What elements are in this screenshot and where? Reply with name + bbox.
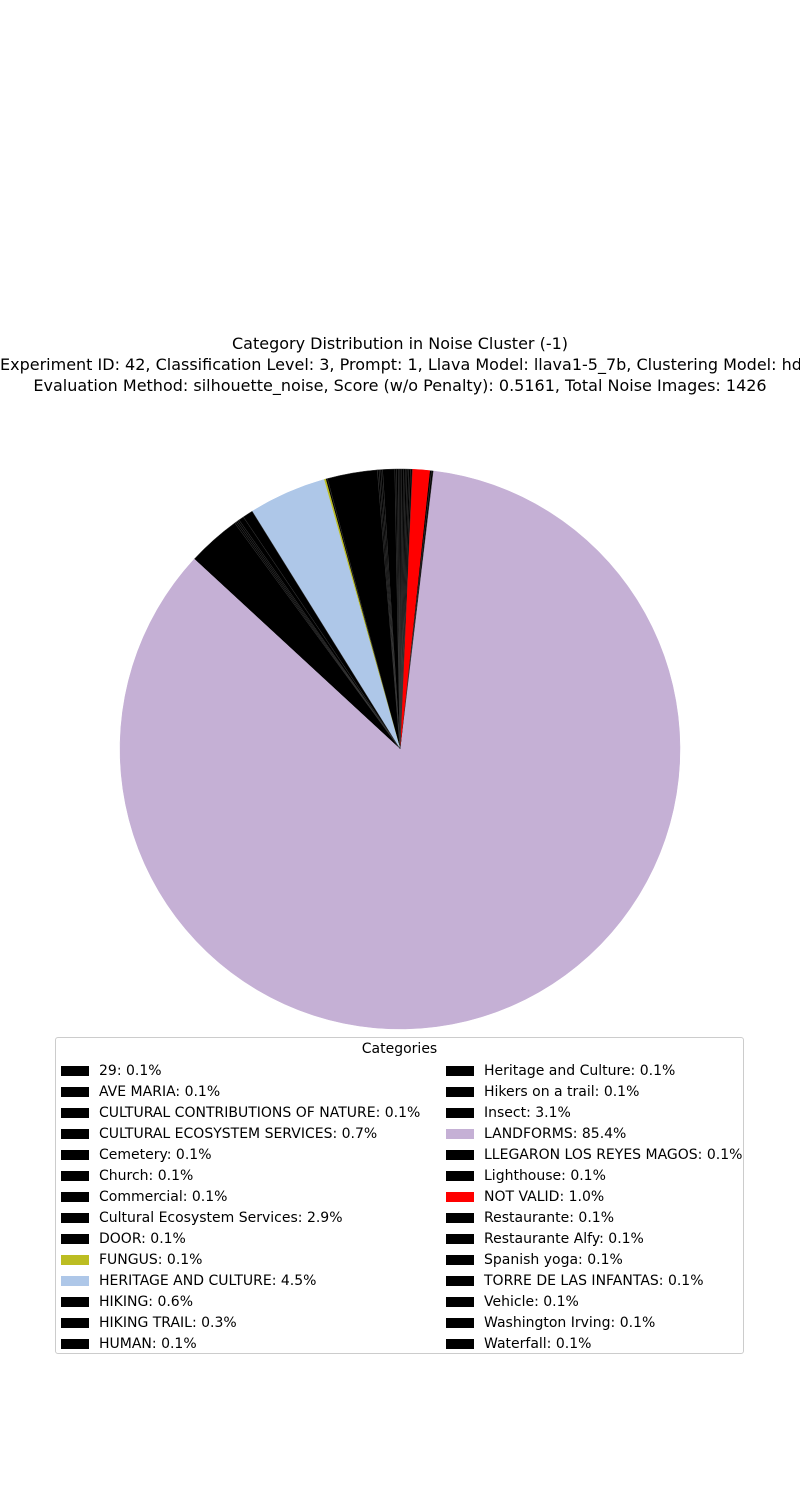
legend-title: Categories bbox=[361, 1041, 438, 1057]
legend-swatch bbox=[446, 1338, 474, 1349]
legend-label: Church: 0.1% bbox=[99, 1167, 194, 1184]
legend-swatch bbox=[61, 1149, 89, 1160]
legend-entry: Cemetery: 0.1% bbox=[61, 1144, 420, 1165]
legend-label: DOOR: 0.1% bbox=[99, 1230, 186, 1247]
legend-swatch bbox=[446, 1065, 474, 1076]
legend: Categories 29: 0.1% AVE MARIA: 0.1% CULTUR… bbox=[55, 1037, 744, 1354]
legend-entry: Vehicle: 0.1% bbox=[446, 1291, 742, 1312]
legend-swatch bbox=[446, 1191, 474, 1202]
legend-swatch bbox=[61, 1233, 89, 1244]
legend-entry: Commercial: 0.1% bbox=[61, 1186, 420, 1207]
legend-label: HERITAGE AND CULTURE: 4.5% bbox=[99, 1272, 317, 1289]
legend-entry: Waterfall: 0.1% bbox=[446, 1333, 742, 1354]
chart-title: Category Distribution in Noise Cluster (… bbox=[231, 334, 569, 353]
legend-entry: HERITAGE AND CULTURE: 4.5% bbox=[61, 1270, 420, 1291]
legend-entry: HUMAN: 0.1% bbox=[61, 1333, 420, 1354]
legend-entry: CULTURAL CONTRIBUTIONS OF NATURE: 0.1% bbox=[61, 1102, 420, 1123]
legend-entry: 29: 0.1% bbox=[61, 1060, 420, 1081]
legend-entry: Hikers on a trail: 0.1% bbox=[446, 1081, 742, 1102]
legend-swatch bbox=[446, 1086, 474, 1097]
legend-label: CULTURAL ECOSYSTEM SERVICES: 0.7% bbox=[99, 1125, 378, 1142]
legend-label: Lighthouse: 0.1% bbox=[484, 1167, 606, 1184]
legend-entry: Restaurante: 0.1% bbox=[446, 1207, 742, 1228]
legend-label: 29: 0.1% bbox=[99, 1062, 162, 1079]
legend-swatch bbox=[61, 1296, 89, 1307]
legend-label: HIKING: 0.6% bbox=[99, 1293, 194, 1310]
legend-label: LANDFORMS: 85.4% bbox=[484, 1125, 627, 1142]
legend-label: Washington Irving: 0.1% bbox=[484, 1314, 656, 1331]
legend-label: Restaurante: 0.1% bbox=[484, 1209, 614, 1226]
legend-label: Heritage and Culture: 0.1% bbox=[484, 1062, 676, 1079]
legend-entry: Cultural Ecosystem Services: 2.9% bbox=[61, 1207, 420, 1228]
chart-subtitle-line-2: Evaluation Method: silhouette_noise, Sco… bbox=[33, 376, 767, 395]
legend-entry: Church: 0.1% bbox=[61, 1165, 420, 1186]
legend-swatch bbox=[61, 1191, 89, 1202]
legend-label: Cemetery: 0.1% bbox=[99, 1146, 212, 1163]
legend-entry: FUNGUS: 0.1% bbox=[61, 1249, 420, 1270]
legend-label: HUMAN: 0.1% bbox=[99, 1335, 197, 1352]
pie-slice-27 bbox=[399, 468, 403, 750]
chart-subtitle-line-1: Experiment ID: 42, Classification Level:… bbox=[0, 355, 800, 374]
legend-entry: LLEGARON LOS REYES MAGOS: 0.1% bbox=[446, 1144, 742, 1165]
legend-swatch bbox=[446, 1296, 474, 1307]
legend-label: FUNGUS: 0.1% bbox=[99, 1251, 203, 1268]
legend-entry: NOT VALID: 1.0% bbox=[446, 1186, 742, 1207]
legend-swatch bbox=[61, 1254, 89, 1265]
legend-swatch bbox=[61, 1317, 89, 1328]
legend-entry: Heritage and Culture: 0.1% bbox=[446, 1060, 742, 1081]
legend-swatch bbox=[61, 1107, 89, 1118]
legend-swatch bbox=[446, 1233, 474, 1244]
pie-slice-17 bbox=[119, 470, 681, 1030]
legend-swatch bbox=[61, 1212, 89, 1223]
legend-swatch bbox=[446, 1107, 474, 1118]
legend-label: NOT VALID: 1.0% bbox=[484, 1188, 605, 1205]
chart-title-block: Category Distribution in Noise Cluster (… bbox=[0, 333, 800, 396]
legend-column-1: 29: 0.1% AVE MARIA: 0.1% CULTURAL CONTRIBU… bbox=[61, 1060, 420, 1354]
legend-swatch bbox=[61, 1128, 89, 1139]
legend-label: AVE MARIA: 0.1% bbox=[99, 1083, 221, 1100]
legend-swatch bbox=[446, 1128, 474, 1139]
legend-swatch bbox=[446, 1212, 474, 1223]
legend-entry: DOOR: 0.1% bbox=[61, 1228, 420, 1249]
legend-entry: LANDFORMS: 85.4% bbox=[446, 1123, 742, 1144]
legend-swatch bbox=[446, 1254, 474, 1265]
legend-label: Insect: 3.1% bbox=[484, 1104, 571, 1121]
legend-swatch bbox=[61, 1086, 89, 1097]
legend-swatch bbox=[61, 1170, 89, 1181]
legend-column-2: Heritage and Culture: 0.1% Hikers on a tr… bbox=[446, 1060, 742, 1354]
legend-label: Vehicle: 0.1% bbox=[484, 1293, 579, 1310]
legend-swatch bbox=[61, 1338, 89, 1349]
legend-entry: Washington Irving: 0.1% bbox=[446, 1312, 742, 1333]
legend-swatch bbox=[61, 1275, 89, 1286]
legend-swatch bbox=[446, 1149, 474, 1160]
legend-swatch bbox=[61, 1065, 89, 1076]
legend-label: Restaurante Alfy: 0.1% bbox=[484, 1230, 644, 1247]
legend-label: LLEGARON LOS REYES MAGOS: 0.1% bbox=[484, 1146, 743, 1163]
legend-entry: Restaurante Alfy: 0.1% bbox=[446, 1228, 742, 1249]
legend-label: Cultural Ecosystem Services: 2.9% bbox=[99, 1209, 343, 1226]
legend-label: Hikers on a trail: 0.1% bbox=[484, 1083, 640, 1100]
legend-swatch bbox=[446, 1275, 474, 1286]
legend-label: Waterfall: 0.1% bbox=[484, 1335, 592, 1352]
legend-label: Commercial: 0.1% bbox=[99, 1188, 228, 1205]
legend-entry: Insect: 3.1% bbox=[446, 1102, 742, 1123]
legend-label: Spanish yoga: 0.1% bbox=[484, 1251, 623, 1268]
legend-entry: HIKING: 0.6% bbox=[61, 1291, 420, 1312]
legend-label: CULTURAL CONTRIBUTIONS OF NATURE: 0.1% bbox=[99, 1104, 421, 1121]
legend-swatch bbox=[446, 1317, 474, 1328]
legend-entry: Lighthouse: 0.1% bbox=[446, 1165, 742, 1186]
legend-swatch bbox=[446, 1170, 474, 1181]
legend-entry: CULTURAL ECOSYSTEM SERVICES: 0.7% bbox=[61, 1123, 420, 1144]
legend-entry: Spanish yoga: 0.1% bbox=[446, 1249, 742, 1270]
legend-label: HIKING TRAIL: 0.3% bbox=[99, 1314, 237, 1331]
legend-entry: TORRE DE LAS INFANTAS: 0.1% bbox=[446, 1270, 742, 1291]
legend-entry: HIKING TRAIL: 0.3% bbox=[61, 1312, 420, 1333]
legend-entry: AVE MARIA: 0.1% bbox=[61, 1081, 420, 1102]
legend-label: TORRE DE LAS INFANTAS: 0.1% bbox=[484, 1272, 704, 1289]
